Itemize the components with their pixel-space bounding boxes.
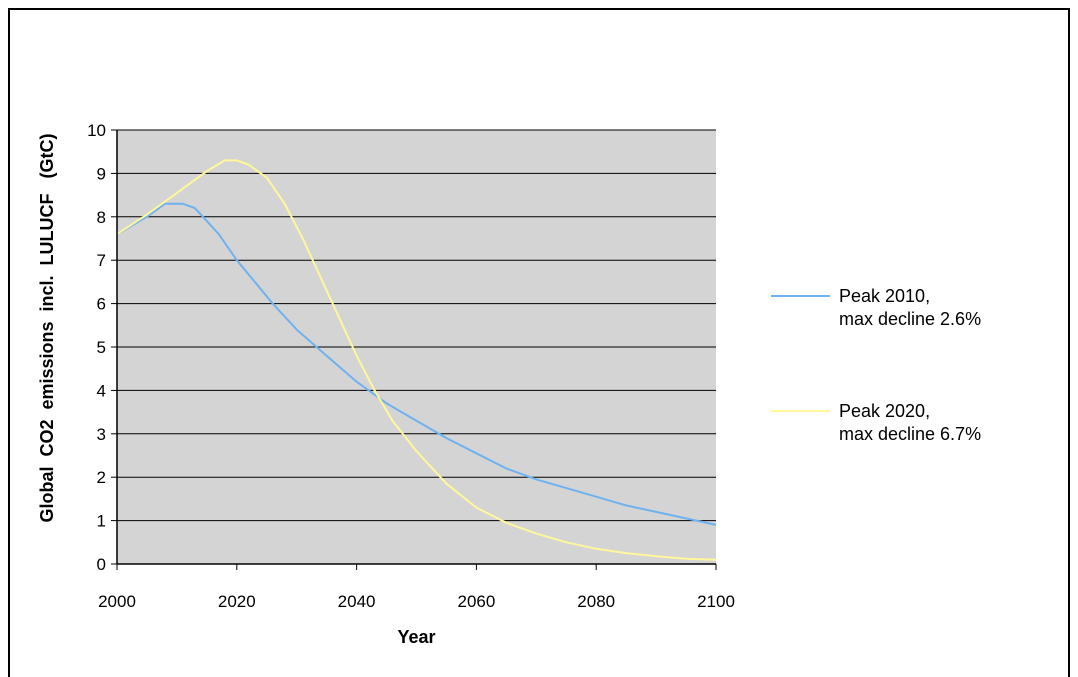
legend-label-1: Peak 2010, [839,286,930,306]
y-tick-label: 8 [97,208,106,227]
legend: Peak 2010, max decline 2.6% Peak 2020, max … [771,286,981,444]
y-tick-label: 0 [97,555,106,574]
x-tick-label: 2000 [98,592,136,611]
y-axis-title: Global CO2 emissions incl. LULUCF (GtC) [37,133,57,522]
x-axis-ticks: 2000 2020 2040 2060 2080 2100 [98,564,735,611]
y-tick-label: 2 [97,468,106,487]
x-tick-label: 2100 [697,592,735,611]
y-tick-label: 7 [97,251,106,270]
y-tick-label: 1 [97,512,106,531]
y-axis-ticks: 0 1 2 3 4 5 6 7 8 9 10 [87,121,117,574]
x-tick-label: 2040 [338,592,376,611]
y-tick-label: 3 [97,425,106,444]
x-tick-label: 2060 [457,592,495,611]
series-line-2 [116,159,717,561]
chart-frame [8,8,1070,677]
x-axis-title: Year [397,627,435,647]
y-tick-label: 9 [97,164,106,183]
y-tick-label: 6 [97,295,106,314]
legend-label-2: max decline 6.7% [839,424,981,444]
x-tick-label: 2080 [577,592,615,611]
series-lines [116,159,717,561]
legend-label-1: max decline 2.6% [839,309,981,329]
y-tick-label: 5 [97,338,106,357]
series-line-1 [116,202,717,526]
y-tick-label: 4 [97,381,106,400]
legend-label-2: Peak 2020, [839,401,930,421]
x-tick-label: 2020 [218,592,256,611]
y-tick-label: 10 [87,121,106,140]
